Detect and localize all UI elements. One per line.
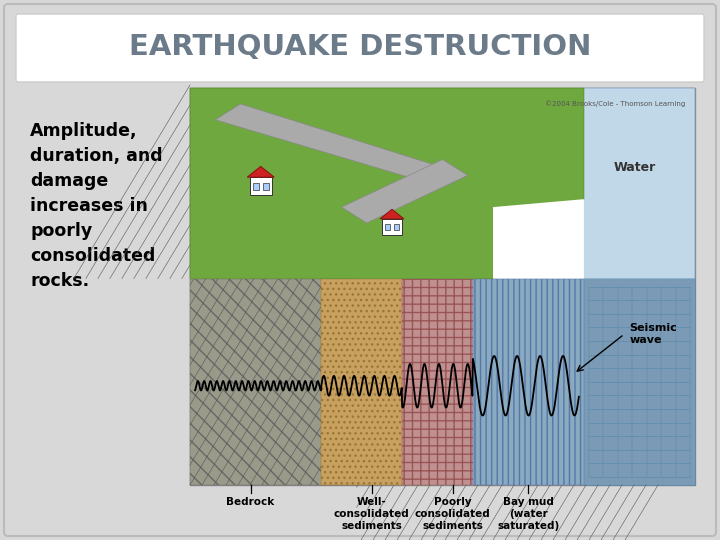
Text: Water: Water (613, 161, 655, 174)
Bar (253, 184, 259, 190)
Polygon shape (493, 199, 584, 279)
Bar (394, 225, 399, 230)
Polygon shape (190, 279, 356, 485)
Polygon shape (402, 279, 493, 485)
Polygon shape (190, 88, 584, 279)
FancyBboxPatch shape (16, 14, 704, 82)
Polygon shape (247, 166, 274, 177)
Text: ©2004 Brooks/Cole - Thomson Learning: ©2004 Brooks/Cole - Thomson Learning (544, 100, 685, 106)
Text: Poorly
consolidated
sediments: Poorly consolidated sediments (415, 497, 490, 531)
Bar (384, 225, 390, 230)
Polygon shape (215, 104, 468, 187)
Text: Bay mud
(water
saturated): Bay mud (water saturated) (498, 497, 559, 531)
Text: Seismic
wave: Seismic wave (629, 323, 677, 346)
Bar (190, 88, 695, 485)
Bar (190, 88, 695, 485)
Text: Amplitude,
duration, and
damage
increases in
poorly
consolidated
rocks.: Amplitude, duration, and damage increase… (30, 122, 163, 290)
Polygon shape (380, 210, 404, 219)
Polygon shape (321, 279, 433, 485)
Bar (250, 177, 271, 195)
Bar (382, 219, 402, 235)
Polygon shape (341, 159, 468, 223)
Bar (263, 184, 269, 190)
Polygon shape (190, 279, 356, 485)
Polygon shape (584, 279, 695, 485)
Polygon shape (473, 279, 584, 485)
Text: EARTHQUAKE DESTRUCTION: EARTHQUAKE DESTRUCTION (129, 33, 591, 61)
Text: Bedrock: Bedrock (227, 497, 275, 507)
Polygon shape (493, 88, 695, 279)
Text: Well-
consolidated
sediments: Well- consolidated sediments (334, 497, 410, 531)
FancyBboxPatch shape (4, 4, 716, 536)
